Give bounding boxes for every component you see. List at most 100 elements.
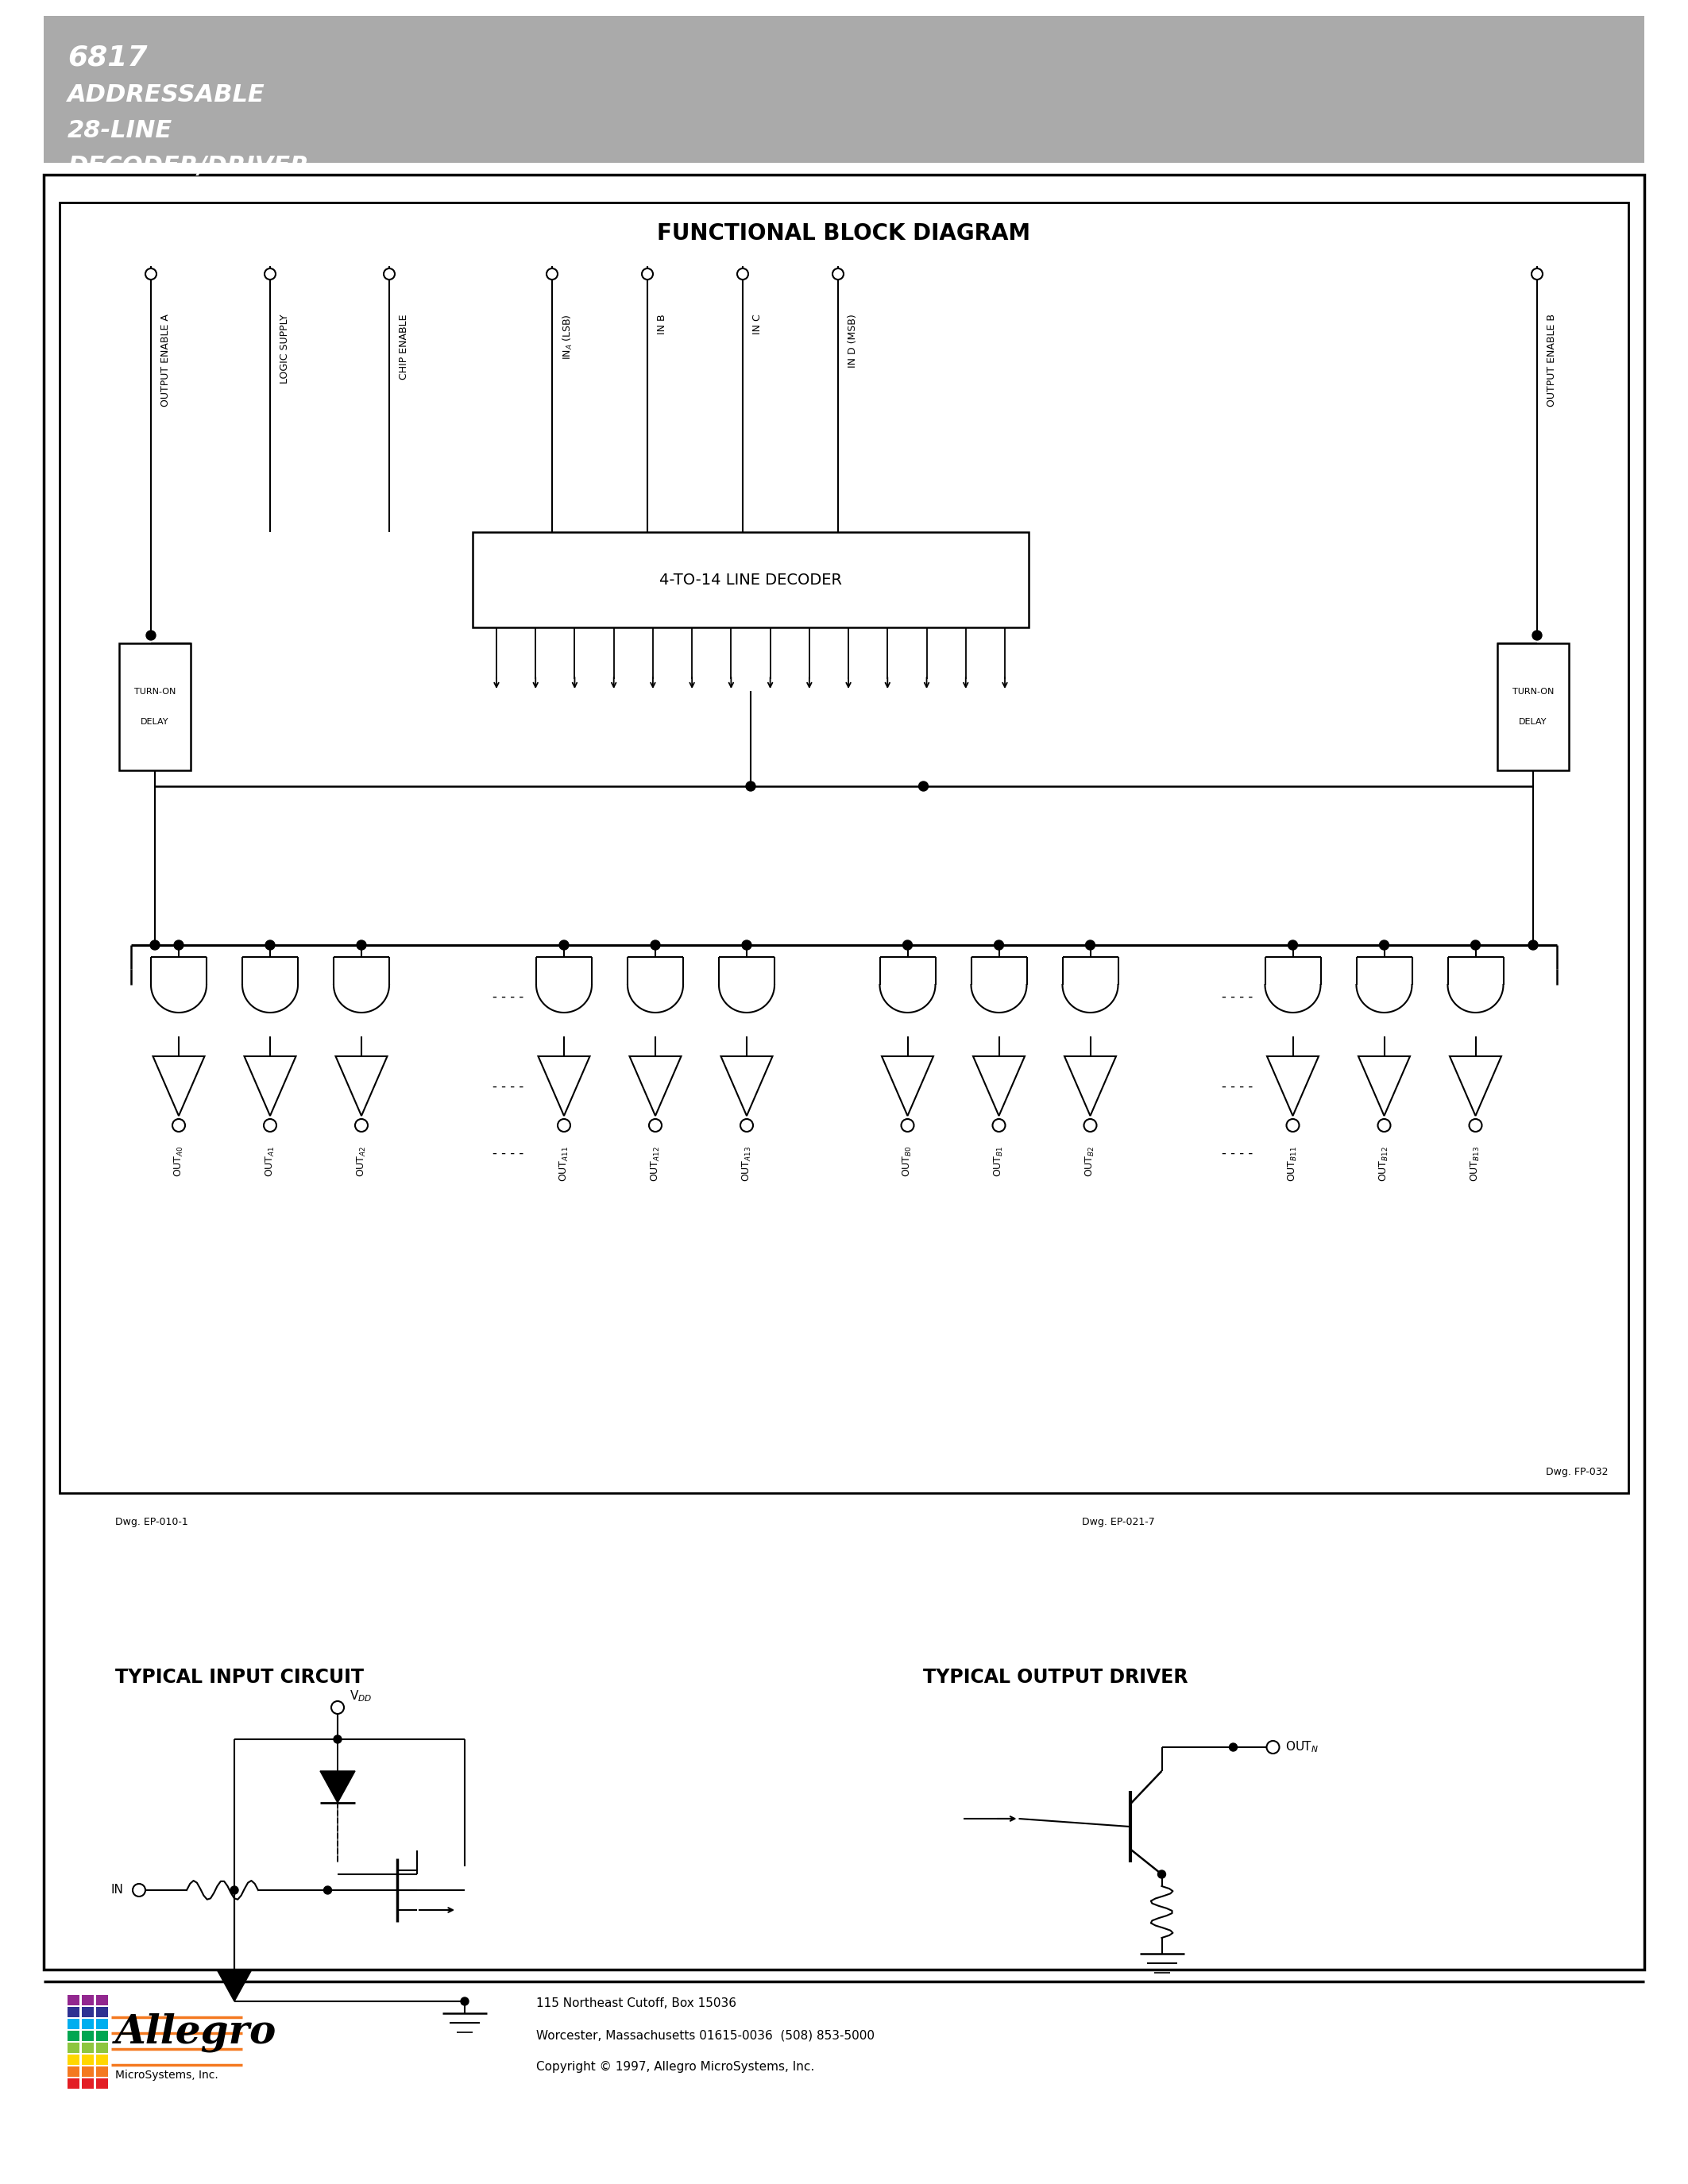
Circle shape: [331, 1701, 344, 1714]
Circle shape: [743, 941, 751, 950]
Circle shape: [547, 269, 557, 280]
Circle shape: [1084, 1118, 1097, 1131]
Bar: [68, 2018, 79, 2029]
Circle shape: [901, 1118, 913, 1131]
Text: OUTPUT ENABLE A: OUTPUT ENABLE A: [160, 314, 170, 406]
Text: CHIP ENABLE: CHIP ENABLE: [398, 314, 408, 380]
Bar: [81, 1994, 95, 2005]
Circle shape: [150, 941, 160, 950]
Text: TYPICAL INPUT CIRCUIT: TYPICAL INPUT CIRCUIT: [115, 1669, 365, 1686]
Circle shape: [559, 941, 569, 950]
Circle shape: [265, 269, 275, 280]
Text: - - - -: - - - -: [1222, 989, 1252, 1005]
Circle shape: [1266, 1741, 1280, 1754]
Bar: [96, 2066, 108, 2077]
Text: - - - -: - - - -: [1222, 1079, 1252, 1094]
Text: IN B: IN B: [657, 314, 667, 334]
Text: OUT$_{A0}$: OUT$_{A0}$: [172, 1147, 184, 1177]
Bar: [96, 2007, 108, 2018]
Text: - - - -: - - - -: [493, 1147, 523, 1160]
Bar: [44, 15, 1644, 164]
Bar: [120, 644, 191, 771]
Bar: [81, 2031, 95, 2042]
Text: Dwg. EP-010-1: Dwg. EP-010-1: [115, 1518, 187, 1527]
Circle shape: [461, 1998, 469, 2005]
Text: Worcester, Massachusetts 01615-0036  (508) 853-5000: Worcester, Massachusetts 01615-0036 (508…: [537, 2029, 874, 2042]
Text: DELAY: DELAY: [1519, 719, 1548, 725]
Text: 4-TO-14 LINE DECODER: 4-TO-14 LINE DECODER: [660, 572, 842, 587]
Circle shape: [174, 941, 184, 950]
Circle shape: [918, 782, 928, 791]
Circle shape: [1379, 941, 1389, 950]
Text: DECODER/DRIVER: DECODER/DRIVER: [68, 155, 309, 177]
Bar: [96, 2055, 108, 2064]
Text: 6817: 6817: [68, 44, 147, 70]
Bar: [1497, 644, 1568, 771]
Text: IN C: IN C: [753, 314, 763, 334]
Circle shape: [648, 1118, 662, 1131]
Bar: [96, 1994, 108, 2005]
Polygon shape: [321, 1771, 354, 1802]
Text: OUT$_{B12}$: OUT$_{B12}$: [1377, 1147, 1391, 1182]
Text: OUTPUT ENABLE B: OUTPUT ENABLE B: [1546, 314, 1556, 406]
Bar: [81, 2079, 95, 2088]
Text: FUNCTIONAL BLOCK DIAGRAM: FUNCTIONAL BLOCK DIAGRAM: [657, 223, 1031, 245]
Circle shape: [265, 941, 275, 950]
Text: Allegro: Allegro: [115, 2014, 277, 2053]
Bar: [96, 2031, 108, 2042]
Circle shape: [903, 941, 912, 950]
Bar: [81, 2042, 95, 2053]
Bar: [68, 2042, 79, 2053]
Text: - - - -: - - - -: [493, 989, 523, 1005]
Circle shape: [1288, 941, 1298, 950]
Polygon shape: [216, 1970, 252, 2001]
Circle shape: [1531, 269, 1543, 280]
Circle shape: [650, 941, 660, 950]
Text: Dwg. EP-021-7: Dwg. EP-021-7: [1082, 1518, 1155, 1527]
Text: MicroSystems, Inc.: MicroSystems, Inc.: [115, 2070, 218, 2081]
Circle shape: [147, 631, 155, 640]
Text: Copyright © 1997, Allegro MicroSystems, Inc.: Copyright © 1997, Allegro MicroSystems, …: [537, 2062, 814, 2073]
Text: Dwg. FP-032: Dwg. FP-032: [1546, 1468, 1609, 1476]
Circle shape: [994, 941, 1004, 950]
Circle shape: [383, 269, 395, 280]
Text: OUT$_{B11}$: OUT$_{B11}$: [1286, 1147, 1298, 1182]
Bar: [44, 175, 1644, 1970]
Circle shape: [1528, 941, 1538, 950]
Text: OUT$_{A1}$: OUT$_{A1}$: [263, 1147, 277, 1177]
Text: 28-LINE: 28-LINE: [68, 120, 172, 142]
Text: IN$_A$ (LSB): IN$_A$ (LSB): [562, 314, 574, 360]
Text: LOGIC SUPPLY: LOGIC SUPPLY: [280, 314, 290, 384]
Circle shape: [738, 269, 748, 280]
Text: 115 Northeast Cutoff, Box 15036: 115 Northeast Cutoff, Box 15036: [537, 1998, 736, 2009]
Circle shape: [641, 269, 653, 280]
Text: OUT$_{B13}$: OUT$_{B13}$: [1470, 1147, 1482, 1182]
Text: OUT$_{B1}$: OUT$_{B1}$: [993, 1147, 1004, 1177]
Text: OUT$_N$: OUT$_N$: [1285, 1741, 1318, 1754]
Text: OUT$_{A2}$: OUT$_{A2}$: [356, 1147, 368, 1177]
Text: - - - -: - - - -: [1222, 1147, 1252, 1160]
Bar: [96, 2079, 108, 2088]
Bar: [96, 2018, 108, 2029]
Circle shape: [746, 782, 756, 791]
Bar: [68, 2055, 79, 2064]
Bar: [68, 1994, 79, 2005]
Circle shape: [1377, 1118, 1391, 1131]
Text: OUT$_{A11}$: OUT$_{A11}$: [559, 1147, 571, 1182]
Bar: [59, 203, 1629, 1494]
Text: ADDRESSABLE: ADDRESSABLE: [68, 83, 265, 107]
Text: OUT$_{B0}$: OUT$_{B0}$: [901, 1147, 913, 1177]
Circle shape: [1085, 941, 1096, 950]
Circle shape: [356, 941, 366, 950]
Bar: [68, 2066, 79, 2077]
Text: OUT$_{B2}$: OUT$_{B2}$: [1084, 1147, 1096, 1177]
Text: IN D (MSB): IN D (MSB): [847, 314, 858, 367]
Circle shape: [334, 1736, 341, 1743]
Bar: [81, 2066, 95, 2077]
Circle shape: [145, 269, 157, 280]
Circle shape: [230, 1887, 238, 1894]
Circle shape: [557, 1118, 571, 1131]
Bar: [81, 2055, 95, 2064]
Bar: [81, 2007, 95, 2018]
Circle shape: [1470, 941, 1480, 950]
